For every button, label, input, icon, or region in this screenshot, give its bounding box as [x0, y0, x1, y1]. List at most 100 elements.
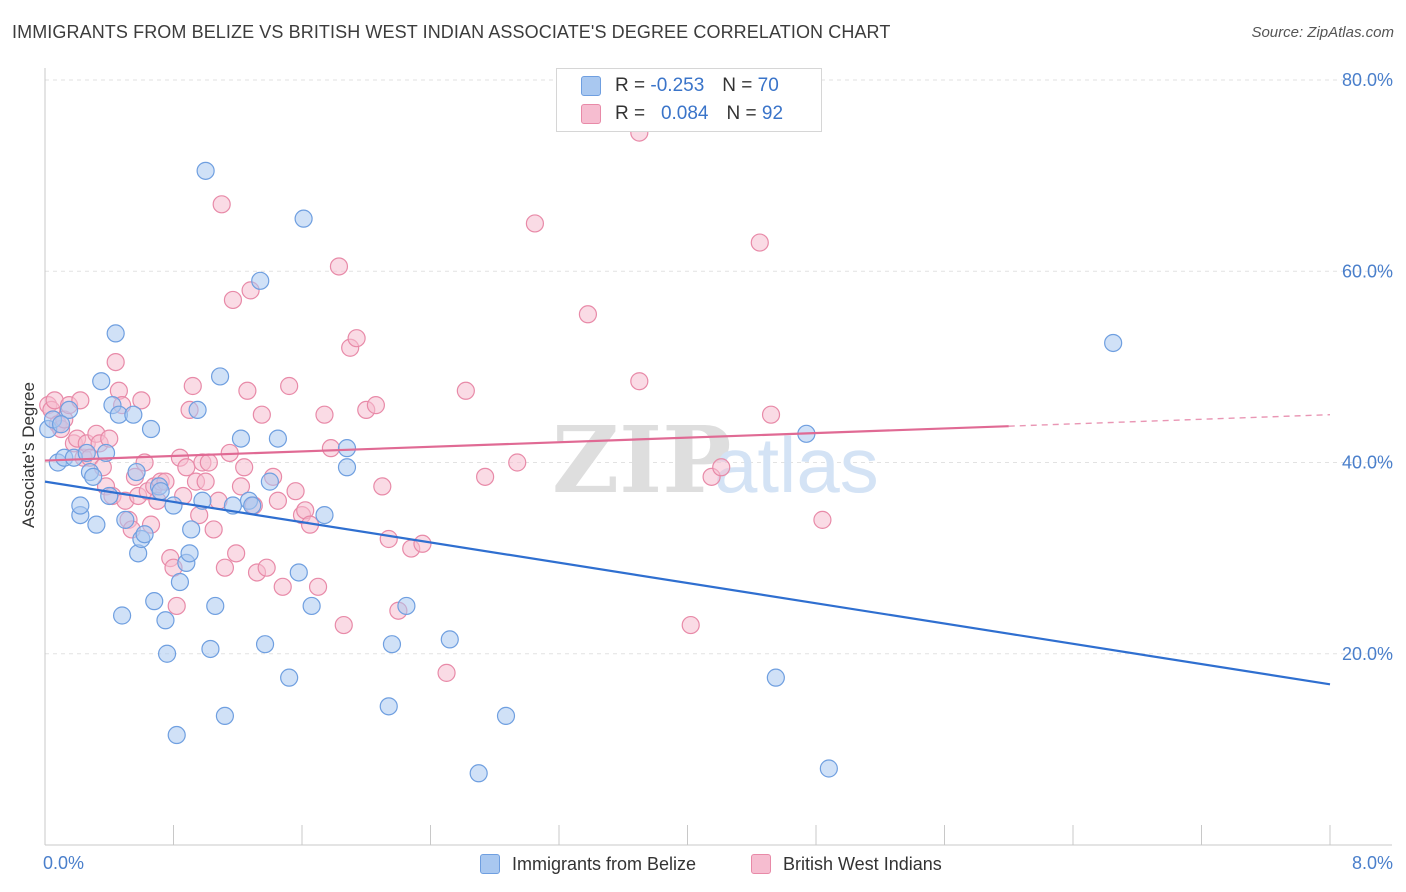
data-point — [235, 458, 254, 477]
y-tick-label: 20.0% — [1342, 644, 1393, 664]
data-point — [135, 525, 154, 544]
legend-swatch-bwi — [751, 854, 771, 874]
data-point — [712, 458, 731, 477]
y-tick-label: 80.0% — [1342, 70, 1393, 90]
data-point — [84, 467, 103, 486]
data-point — [260, 472, 279, 491]
data-point — [819, 759, 838, 778]
data-point — [199, 453, 218, 472]
data-point — [227, 544, 246, 563]
data-point — [456, 381, 475, 400]
watermark-zip: ZIP — [552, 406, 731, 514]
legend-swatch-belize — [480, 854, 500, 874]
data-point — [77, 443, 96, 463]
data-point — [156, 611, 175, 630]
data-point — [334, 615, 353, 635]
data-point — [141, 419, 161, 439]
data-point — [182, 520, 201, 539]
data-point — [273, 577, 292, 596]
data-point — [201, 639, 220, 659]
data-point — [440, 630, 459, 649]
axes — [44, 68, 1392, 846]
data-point — [257, 558, 276, 577]
grid-lines — [45, 79, 1392, 655]
data-point — [210, 367, 230, 386]
legend-swatch-bwi — [581, 104, 601, 124]
data-point — [215, 558, 234, 577]
correlation-legend: R = -0.253 N = 70 R = 0.084 N = 92 — [556, 68, 822, 132]
data-point — [1104, 333, 1123, 353]
data-point — [315, 405, 334, 424]
data-point — [124, 405, 143, 424]
data-point — [183, 376, 202, 396]
chart-title: IMMIGRANTS FROM BELIZE VS BRITISH WEST I… — [12, 22, 891, 42]
data-point — [630, 372, 649, 391]
data-points — [39, 123, 1123, 783]
data-point — [496, 706, 516, 726]
r-value: 0.084 — [660, 103, 709, 124]
data-point — [238, 381, 257, 400]
data-point — [252, 405, 271, 424]
legend-row-bwi: R = 0.084 N = 92 — [581, 101, 783, 127]
n-value: 70 — [757, 75, 779, 96]
data-point — [51, 415, 71, 434]
data-point — [302, 596, 321, 616]
data-point — [87, 515, 106, 534]
legend-item-belize: Immigrants from Belize — [480, 851, 696, 877]
data-point — [280, 668, 299, 687]
data-point — [286, 482, 305, 501]
legend-item-bwi: British West Indians — [751, 851, 942, 877]
data-point — [681, 615, 700, 635]
data-point — [397, 596, 416, 616]
tick-labels: 20.0% 40.0% 60.0% 80.0% 0.0% 8.0% — [43, 70, 1393, 873]
data-point — [243, 496, 262, 515]
data-point — [578, 305, 598, 324]
data-point — [469, 764, 488, 783]
data-point — [157, 644, 177, 663]
data-point — [268, 429, 288, 448]
data-point — [255, 635, 275, 654]
data-point — [180, 544, 199, 563]
data-point — [268, 491, 288, 510]
data-point — [294, 209, 313, 228]
data-point — [289, 563, 308, 582]
data-point — [196, 161, 215, 180]
legend-label-bwi: British West Indians — [783, 853, 942, 874]
data-point — [329, 257, 349, 276]
data-point — [170, 572, 190, 592]
source-note: Source: ZipAtlas.com — [1251, 24, 1394, 41]
data-point — [373, 477, 392, 496]
data-point — [337, 458, 357, 477]
data-point — [71, 496, 90, 515]
trend-line — [44, 425, 1009, 462]
x-tick-label: 8.0% — [1352, 853, 1393, 873]
data-point — [413, 534, 432, 553]
r-label: R = — [615, 103, 646, 124]
data-point — [92, 372, 111, 391]
data-point — [196, 472, 215, 491]
data-point — [379, 529, 398, 549]
data-point — [382, 635, 402, 654]
data-point — [321, 439, 341, 458]
data-point — [813, 510, 832, 529]
data-point — [59, 400, 79, 420]
legend-swatch-belize — [581, 76, 601, 96]
data-point — [116, 510, 135, 529]
data-point — [164, 496, 183, 515]
data-point — [750, 233, 769, 252]
data-point — [151, 482, 170, 501]
trend-lines — [44, 413, 1331, 686]
r-label: R = — [615, 75, 646, 96]
data-point — [204, 520, 223, 539]
data-point — [437, 663, 456, 682]
x-tick-label: 0.0% — [43, 853, 84, 873]
legend-row-belize: R = -0.253 N = 70 — [581, 73, 779, 99]
data-point — [106, 324, 125, 343]
legend-label-belize: Immigrants from Belize — [512, 853, 697, 874]
data-point — [145, 592, 164, 611]
data-point — [337, 439, 357, 458]
data-point — [167, 725, 186, 745]
n-value: 92 — [761, 103, 784, 124]
data-point — [525, 214, 545, 233]
